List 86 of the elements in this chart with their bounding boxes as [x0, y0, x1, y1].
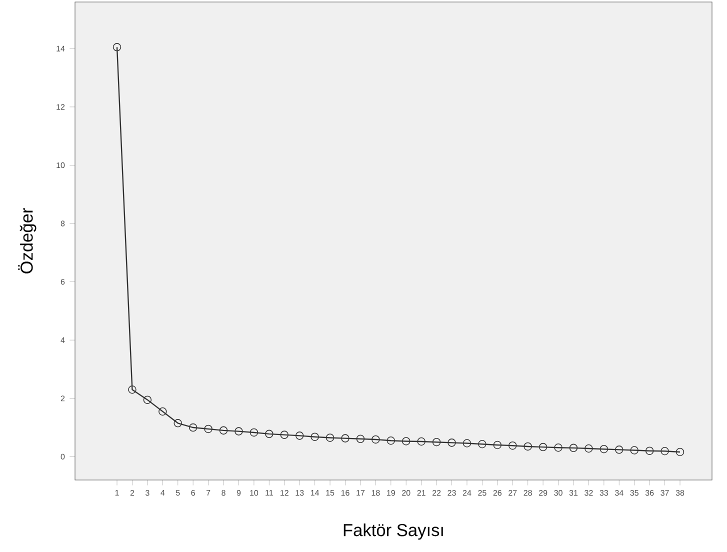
- x-tick-label: 2: [130, 490, 134, 496]
- point: [341, 434, 350, 442]
- x-tick-label: 7: [206, 490, 210, 496]
- point: [615, 446, 624, 454]
- x-tick-label: 36: [645, 490, 654, 496]
- point: [569, 444, 578, 452]
- point: [188, 423, 198, 432]
- y-tick-label: 6: [60, 278, 65, 285]
- y-tick-label: 0: [60, 454, 65, 460]
- point: [280, 430, 289, 439]
- point: [174, 419, 182, 428]
- x-tick-label: 38: [676, 490, 684, 496]
- x-tick-label: 20: [402, 490, 410, 496]
- x-tick-label: 9: [236, 490, 241, 496]
- point: [448, 438, 456, 447]
- point: [295, 432, 304, 440]
- x-tick-label: 30: [554, 490, 562, 496]
- x-tick-label: 21: [417, 490, 426, 496]
- point: [538, 442, 548, 452]
- x-tick-label: 18: [372, 490, 380, 496]
- x-tick-label: 33: [600, 490, 608, 496]
- point: [128, 385, 136, 394]
- x-tick-label: 12: [280, 490, 288, 496]
- point: [234, 427, 243, 436]
- point: [402, 437, 410, 446]
- x-tick-label: 19: [387, 490, 395, 496]
- x-tick-label: 15: [326, 490, 334, 496]
- point: [676, 448, 684, 456]
- x-tick-label: 16: [341, 490, 350, 496]
- point: [584, 444, 593, 453]
- x-tick-label: 17: [356, 490, 365, 496]
- x-tick-label: 31: [569, 490, 578, 496]
- x-tick-label: 11: [266, 490, 273, 496]
- point: [645, 446, 654, 455]
- point: [386, 436, 396, 445]
- x-tick-label: 14: [310, 490, 320, 496]
- x-tick-label: 26: [493, 490, 502, 496]
- x-tick-label: 10: [250, 490, 258, 496]
- y-tick-label: 2: [60, 396, 65, 402]
- point: [630, 446, 638, 454]
- point: [265, 430, 274, 438]
- x-tick-label: 5: [176, 490, 180, 496]
- point: [660, 446, 669, 456]
- point: [554, 444, 562, 452]
- y-tick-label: 10: [56, 162, 65, 168]
- y-tick-label: 12: [56, 104, 65, 110]
- y-axis-title: Özdeğer: [18, 208, 36, 274]
- x-tick-label: 6: [191, 490, 195, 496]
- x-tick-label: 35: [630, 490, 638, 496]
- x-tick-label: 23: [448, 490, 456, 496]
- x-tick-label: 8: [222, 490, 226, 496]
- x-axis-title: Faktör Sayısı: [344, 524, 443, 540]
- point: [326, 434, 334, 442]
- y-tick-label: 14: [56, 46, 65, 52]
- point: [219, 426, 228, 435]
- point: [432, 438, 441, 446]
- point: [600, 444, 608, 454]
- y-tick-label: 4: [60, 337, 65, 343]
- x-tick-label: 1: [115, 490, 119, 496]
- x-tick-label: 13: [296, 490, 304, 496]
- x-tick-label: 3: [146, 490, 150, 496]
- x-tick-label: 29: [539, 490, 548, 496]
- point: [250, 428, 258, 437]
- y-tick-label: 8: [60, 220, 65, 226]
- point: [462, 439, 472, 448]
- x-tick-label: 34: [615, 490, 624, 496]
- point: [356, 434, 365, 444]
- point: [417, 437, 426, 446]
- x-tick-label: 22: [432, 490, 441, 496]
- x-tick-label: 4: [160, 490, 165, 496]
- point: [158, 407, 167, 416]
- point: [524, 442, 532, 451]
- point: [493, 440, 502, 450]
- x-tick-label: 32: [584, 490, 593, 496]
- point: [112, 43, 122, 52]
- point: [143, 396, 152, 404]
- x-tick-label: 24: [462, 490, 472, 496]
- point: [204, 424, 212, 434]
- x-tick-label: 37: [660, 490, 669, 496]
- point: [310, 432, 319, 441]
- x-tick-label: 28: [524, 490, 532, 496]
- point: [508, 441, 517, 450]
- point: [478, 440, 486, 448]
- x-tick-label: 27: [508, 490, 517, 496]
- point: [372, 435, 380, 444]
- x-tick-label: 25: [478, 490, 486, 496]
